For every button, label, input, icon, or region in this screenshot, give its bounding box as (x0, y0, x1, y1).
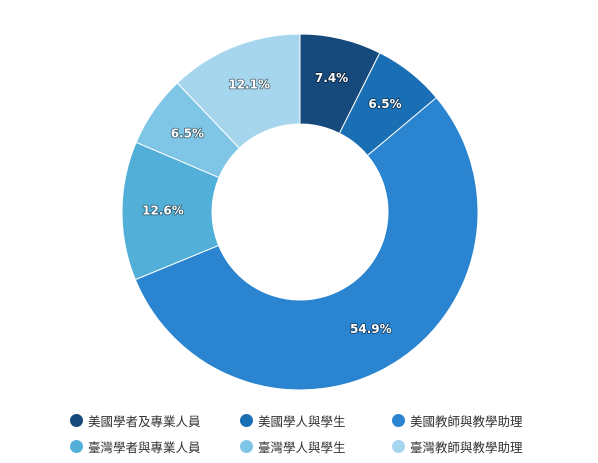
legend-item-1[interactable]: 美國學者及專業人員 (70, 412, 240, 429)
donut-slice-6[interactable] (176, 33, 301, 149)
legend-label: 美國學者及專業人員 (88, 413, 201, 429)
legend-item-2[interactable]: 美國學人與學生 (240, 412, 392, 429)
legend-item-6[interactable]: 臺灣教師與教學助理 (392, 438, 540, 455)
donut-labels: 7.4% 6.5% 54.9% 12.6% 6.5% 12.1% (141, 70, 402, 336)
donut-slices (121, 33, 479, 391)
legend-swatch-icon (240, 413, 253, 427)
legend-label: 臺灣學人與學生 (258, 439, 346, 455)
slice-label-3: 54.9% (350, 322, 392, 336)
legend-swatch-icon (392, 439, 405, 453)
legend-swatch-icon (70, 439, 83, 453)
legend-swatch-icon (392, 413, 405, 427)
slice-label-2: 6.5% (368, 97, 401, 111)
legend-item-5[interactable]: 臺灣學人與學生 (240, 438, 392, 455)
legend-swatch-icon (240, 439, 253, 453)
slice-label-4: 12.6% (142, 204, 184, 218)
donut-chart: 7.4% 6.5% 54.9% 12.6% 6.5% 12.1% (121, 33, 479, 391)
legend-label: 美國學人與學生 (258, 413, 346, 429)
legend-label: 美國教師與教學助理 (410, 413, 523, 429)
donut-slice-3[interactable] (134, 96, 479, 391)
chart-legend: 美國學者及專業人員 美國學人與學生 美國教師與教學助理臺灣學者與專業人員 臺灣學人與學… (70, 412, 540, 455)
legend-item-3[interactable]: 美國教師與教學助理 (392, 412, 540, 429)
slice-label-6: 12.1% (228, 77, 270, 91)
legend-swatch-icon (70, 413, 83, 427)
legend-label: 臺灣教師與教學助理 (410, 439, 523, 455)
slice-label-1: 7.4% (315, 71, 348, 85)
slice-label-5: 6.5% (171, 126, 204, 140)
legend-label: 臺灣學者與專業人員 (88, 439, 201, 455)
legend-item-4[interactable]: 臺灣學者與專業人員 (70, 438, 240, 455)
